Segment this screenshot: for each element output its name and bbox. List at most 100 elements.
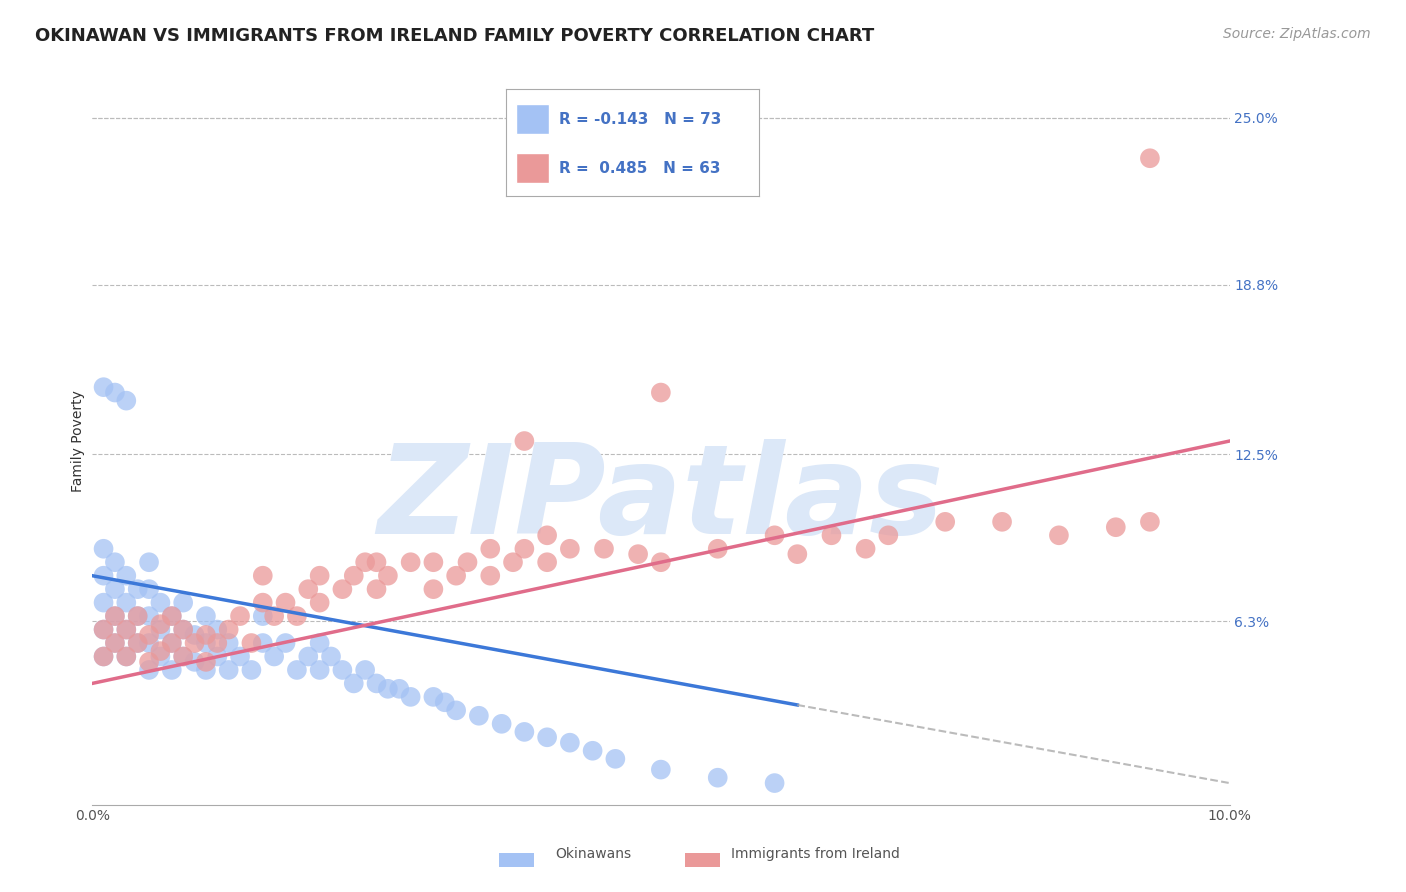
Point [138, 655, 160, 669]
Point [820, 528, 842, 542]
Point [127, 609, 149, 624]
Point [194, 663, 217, 677]
Point [536, 731, 558, 745]
Point [763, 528, 786, 542]
Text: OKINAWAN VS IMMIGRANTS FROM IRELAND FAMILY POVERTY CORRELATION CHART: OKINAWAN VS IMMIGRANTS FROM IRELAND FAMI… [35, 27, 875, 45]
Point [104, 555, 127, 569]
Point [194, 628, 217, 642]
Point [877, 528, 900, 542]
Point [354, 555, 377, 569]
Point [274, 596, 297, 610]
Point [207, 649, 229, 664]
Point [127, 609, 149, 624]
Point [706, 541, 728, 556]
Point [127, 582, 149, 596]
Point [115, 596, 138, 610]
Point [160, 609, 183, 624]
Point [366, 555, 388, 569]
Point [218, 623, 240, 637]
Point [115, 623, 138, 637]
Point [343, 676, 366, 690]
Point [93, 541, 115, 556]
Point [218, 663, 240, 677]
Point [104, 385, 127, 400]
Point [433, 695, 456, 709]
Point [491, 716, 513, 731]
Point [138, 555, 160, 569]
Y-axis label: Family Poverty: Family Poverty [72, 390, 86, 492]
Point [172, 623, 194, 637]
Point [115, 623, 138, 637]
Point [1139, 515, 1161, 529]
Point [104, 636, 127, 650]
Point [479, 568, 502, 582]
Point [104, 609, 127, 624]
Point [138, 628, 160, 642]
Point [468, 708, 491, 723]
Point [422, 690, 444, 704]
Point [308, 663, 330, 677]
Point [297, 649, 319, 664]
Point [160, 636, 183, 650]
Point [399, 555, 422, 569]
Point [252, 609, 274, 624]
Point [627, 547, 650, 561]
Point [160, 636, 183, 650]
Point [332, 582, 354, 596]
Point [229, 649, 252, 664]
Point [786, 547, 808, 561]
Point [1047, 528, 1070, 542]
Point [377, 568, 399, 582]
Point [343, 568, 366, 582]
FancyBboxPatch shape [516, 153, 550, 184]
Point [1105, 520, 1128, 534]
Point [138, 609, 160, 624]
Point [399, 690, 422, 704]
Point [138, 663, 160, 677]
Point [297, 582, 319, 596]
Text: R =  0.485   N = 63: R = 0.485 N = 63 [560, 161, 721, 176]
Point [93, 596, 115, 610]
Point [172, 649, 194, 664]
Point [763, 776, 786, 790]
Point [160, 609, 183, 624]
Point [593, 541, 616, 556]
Point [513, 434, 536, 448]
Point [138, 582, 160, 596]
Point [366, 582, 388, 596]
Point [366, 676, 388, 690]
Point [93, 649, 115, 664]
Point [149, 649, 172, 664]
Point [183, 655, 205, 669]
Point [93, 649, 115, 664]
Point [127, 636, 149, 650]
Point [285, 663, 308, 677]
Point [285, 609, 308, 624]
Point [354, 663, 377, 677]
Point [194, 609, 217, 624]
Point [319, 649, 342, 664]
Point [93, 380, 115, 394]
Point [104, 582, 127, 596]
Point [706, 771, 728, 785]
Point [558, 541, 581, 556]
FancyBboxPatch shape [516, 104, 550, 134]
Point [93, 623, 115, 637]
Point [308, 596, 330, 610]
Point [444, 568, 467, 582]
Point [308, 568, 330, 582]
Point [160, 663, 183, 677]
Point [115, 649, 138, 664]
Point [605, 752, 627, 766]
Point [115, 568, 138, 582]
Point [650, 763, 672, 777]
Point [207, 636, 229, 650]
Point [581, 744, 603, 758]
Point [934, 515, 956, 529]
Point [422, 582, 444, 596]
Text: Okinawans: Okinawans [555, 847, 631, 861]
Point [274, 636, 297, 650]
Point [104, 609, 127, 624]
Point [855, 541, 877, 556]
Text: ZIPatlas: ZIPatlas [378, 439, 943, 559]
